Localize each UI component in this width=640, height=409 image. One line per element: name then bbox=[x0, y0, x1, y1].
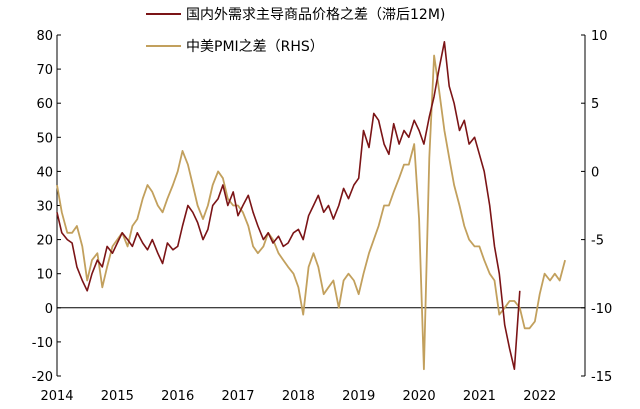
left-tick-label: 20 bbox=[36, 234, 53, 249]
series bbox=[56, 40, 566, 371]
x-tick-label: 2019 bbox=[342, 389, 375, 404]
right-tick-label: 5 bbox=[591, 97, 599, 112]
right-tick-label: -15 bbox=[591, 370, 612, 385]
right-tick-label: -10 bbox=[591, 302, 612, 317]
x-tick-label: 2016 bbox=[161, 389, 194, 404]
left-tick-label: 0 bbox=[45, 302, 53, 317]
x-tick-label: 2015 bbox=[101, 389, 134, 404]
left-tick-label: 80 bbox=[36, 29, 53, 44]
x-tick-label: 2018 bbox=[282, 389, 315, 404]
x-tick-label: 2022 bbox=[523, 389, 556, 404]
x-axis-ticks: 2014 2015 2016 2017 2018 2019 2020 2021 2022 bbox=[40, 389, 556, 404]
left-tick-label: -20 bbox=[32, 370, 53, 385]
left-tick-label: 40 bbox=[36, 165, 53, 180]
x-tick-label: 2020 bbox=[403, 389, 436, 404]
right-tick-label: -5 bbox=[591, 234, 604, 249]
left-tick-label: 60 bbox=[36, 97, 53, 112]
series-line-domestic-foreign bbox=[56, 40, 521, 371]
x-tick-label: 2017 bbox=[221, 389, 254, 404]
left-tick-label: 70 bbox=[36, 63, 53, 78]
left-tick-label: -10 bbox=[32, 336, 53, 351]
right-y-axis-ticks: -15 -10 -5 0 5 10 bbox=[581, 29, 612, 385]
series-line-pmi-diff bbox=[56, 54, 566, 371]
left-tick-label: 10 bbox=[36, 268, 53, 283]
left-tick-label: 50 bbox=[36, 131, 53, 146]
left-tick-label: 30 bbox=[36, 200, 53, 215]
legend-label-pmi-diff: 中美PMI之差（RHS） bbox=[186, 39, 324, 55]
x-tick-label: 2014 bbox=[40, 389, 73, 404]
right-tick-label: 0 bbox=[591, 165, 599, 180]
x-tick-label: 2021 bbox=[463, 389, 496, 404]
legend: 国内外需求主导商品价格之差（滞后12M) 中美PMI之差（RHS） bbox=[146, 7, 445, 55]
right-tick-label: 10 bbox=[591, 29, 608, 44]
left-y-axis-ticks: -20 -10 0 10 20 30 40 50 60 70 80 bbox=[32, 29, 61, 385]
legend-label-domestic-foreign: 国内外需求主导商品价格之差（滞后12M) bbox=[186, 7, 445, 23]
